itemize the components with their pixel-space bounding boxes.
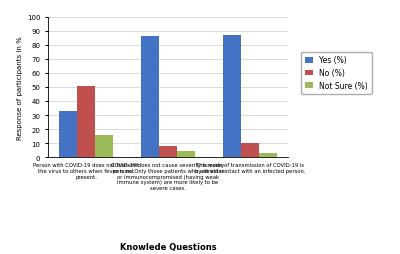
Bar — [241, 144, 259, 157]
Bar — [259, 153, 277, 157]
Y-axis label: Response of participants in %: Response of participants in % — [17, 36, 23, 139]
Bar — [177, 152, 195, 157]
Bar — [77, 86, 95, 157]
Legend: Yes (%), No (%), Not Sure (%): Yes (%), No (%), Not Sure (%) — [302, 52, 372, 94]
Bar — [95, 135, 113, 157]
Bar — [141, 37, 159, 157]
Bar — [223, 36, 241, 157]
Text: Knowlede Questions: Knowlede Questions — [120, 243, 216, 251]
Bar — [59, 111, 77, 157]
Bar — [159, 146, 177, 157]
